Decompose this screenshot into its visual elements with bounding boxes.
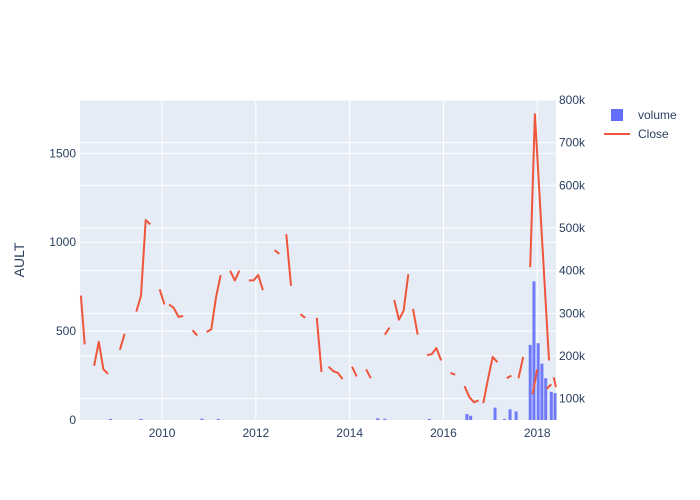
x-gridlines	[161, 100, 538, 420]
volume-bar	[376, 418, 380, 420]
y2-tick-label: 700k	[559, 136, 586, 150]
y-gridlines	[80, 99, 556, 400]
close-line-segment	[206, 274, 222, 333]
x-tick-label: 2012	[243, 426, 270, 440]
close-line-segment	[79, 295, 86, 345]
legend-item-volume[interactable]: volume	[611, 108, 677, 122]
volume-bar	[528, 344, 532, 420]
close-line-segment	[248, 274, 264, 291]
y-tick-label: 0	[69, 413, 76, 427]
y2-axis-ticks: 100k 200k 300k 400k 500k 600k 700k 800k	[559, 93, 586, 406]
x-tick-label: 2010	[149, 426, 176, 440]
volume-bar	[469, 415, 473, 420]
close-line-segment	[191, 329, 198, 337]
y-tick-label: 1500	[49, 146, 76, 160]
legend-label-volume: volume	[638, 108, 677, 122]
close-line-segment	[383, 327, 391, 336]
close-line-segment	[531, 369, 539, 395]
close-line-segment	[426, 347, 443, 361]
volume-bars	[108, 281, 557, 420]
y-tick-label: 1000	[49, 235, 76, 249]
close-line-segment	[463, 385, 479, 404]
close-line-segment	[315, 317, 323, 373]
close-line-segment	[450, 371, 456, 376]
close-line-segment	[327, 365, 344, 380]
x-axis-ticks: 2010 2012 2014 2016 2018	[149, 426, 551, 440]
volume-bar	[536, 343, 540, 420]
close-line-segment	[412, 308, 419, 335]
volume-bar	[108, 419, 112, 420]
volume-bar	[508, 409, 512, 420]
close-line-segment	[135, 219, 151, 312]
legend-swatch-volume	[611, 109, 623, 121]
volume-bar	[514, 411, 518, 420]
close-line-segment	[299, 313, 306, 319]
close-line-segment	[118, 333, 126, 351]
legend[interactable]: volume Close	[604, 108, 677, 141]
volume-bar	[553, 393, 557, 420]
y2-tick-label: 100k	[559, 392, 586, 406]
y2-tick-label: 200k	[559, 349, 586, 363]
legend-label-close: Close	[638, 127, 669, 141]
close-line-segment	[273, 249, 280, 255]
close-line-segment	[229, 270, 241, 282]
close-line-segment	[529, 113, 550, 361]
x-tick-label: 2014	[336, 426, 363, 440]
volume-bar	[465, 414, 469, 420]
close-line-segment	[168, 303, 184, 318]
volume-bar	[544, 378, 548, 420]
x-tick-label: 2016	[430, 426, 457, 440]
y-axis-title: AULT	[11, 242, 27, 277]
close-line-segment	[517, 356, 525, 379]
legend-item-close[interactable]: Close	[604, 127, 669, 141]
y-tick-label: 500	[56, 324, 76, 338]
volume-bar	[200, 418, 204, 420]
close-line-segment	[351, 366, 358, 377]
close-lines	[79, 113, 557, 404]
close-line-segment	[393, 274, 410, 321]
volume-bar	[383, 418, 387, 420]
y2-tick-label: 500k	[559, 221, 586, 235]
volume-bar	[540, 363, 544, 420]
close-line-segment	[93, 340, 109, 375]
close-line-segment	[506, 374, 512, 380]
x-tick-label: 2018	[524, 426, 551, 440]
y2-tick-label: 600k	[559, 178, 586, 192]
volume-bar	[216, 419, 220, 420]
close-line-segment	[482, 355, 499, 404]
volume-bar	[502, 419, 506, 420]
y2-tick-label: 800k	[559, 93, 586, 107]
close-line-segment	[285, 234, 292, 286]
y2-tick-label: 300k	[559, 306, 586, 320]
volume-bar	[427, 419, 431, 420]
plot-background	[80, 100, 556, 420]
volume-bar	[532, 281, 536, 420]
close-line-segment	[545, 383, 552, 390]
y2-tick-label: 400k	[559, 264, 586, 278]
volume-bar	[139, 419, 143, 420]
close-line-segment	[552, 377, 557, 388]
y-axis-ticks: 0 500 1000 1500	[49, 146, 76, 427]
close-line-segment	[365, 368, 372, 379]
volume-bar	[493, 407, 497, 420]
close-line-segment	[158, 289, 166, 305]
volume-bar	[549, 391, 553, 420]
